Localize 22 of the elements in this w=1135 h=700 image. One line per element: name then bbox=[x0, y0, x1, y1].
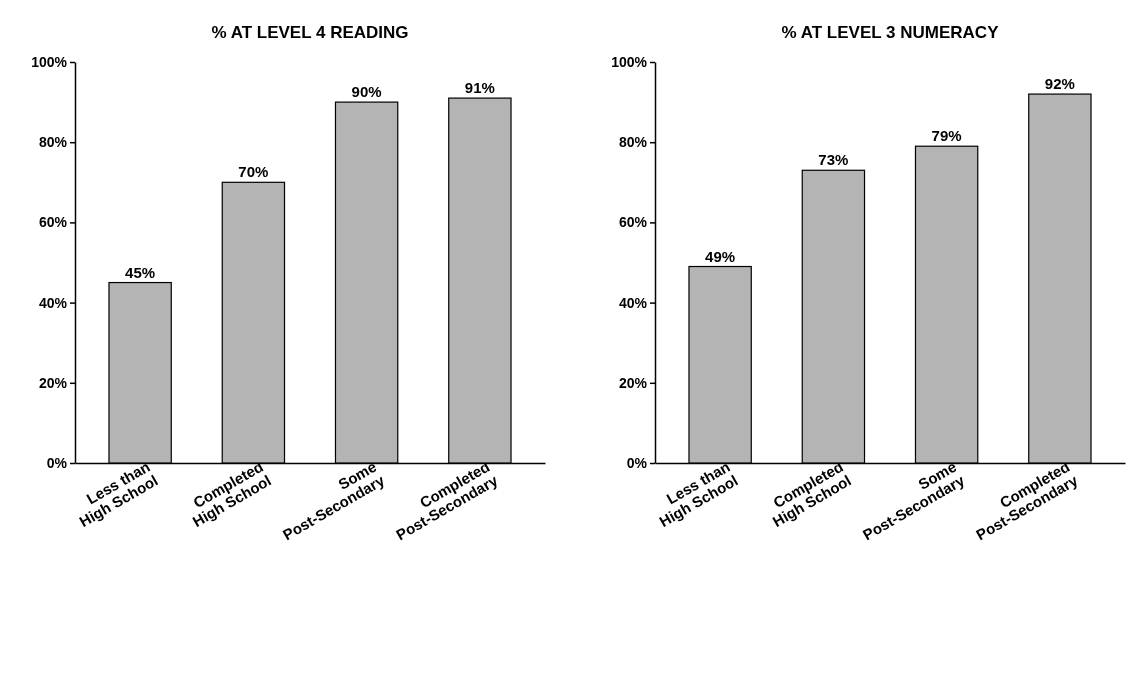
y-tick-label: 40% bbox=[38, 294, 68, 311]
data-label: 45% bbox=[125, 263, 156, 281]
y-tick-label: 20% bbox=[618, 374, 648, 391]
data-label: 73% bbox=[818, 151, 849, 169]
chart-title: % AT LEVEL 4 READING bbox=[211, 23, 409, 42]
y-tick-label: 60% bbox=[38, 214, 68, 231]
y-tick-label: 60% bbox=[618, 214, 648, 231]
y-tick-label: 0% bbox=[626, 454, 648, 471]
data-label: 91% bbox=[464, 79, 495, 97]
chart-title: % AT LEVEL 3 NUMERACY bbox=[781, 23, 1000, 42]
y-tick-label: 100% bbox=[611, 53, 648, 70]
data-label: 79% bbox=[931, 127, 962, 145]
data-label: 90% bbox=[351, 83, 382, 101]
data-label: 92% bbox=[1044, 75, 1075, 93]
y-tick-label: 100% bbox=[31, 53, 68, 70]
data-label: 49% bbox=[705, 247, 736, 265]
data-label: 70% bbox=[238, 163, 269, 181]
y-tick-label: 20% bbox=[38, 374, 68, 391]
y-tick-label: 80% bbox=[618, 134, 648, 151]
y-tick-label: 80% bbox=[38, 134, 68, 151]
y-tick-label: 40% bbox=[618, 294, 648, 311]
y-tick-label: 0% bbox=[46, 454, 68, 471]
